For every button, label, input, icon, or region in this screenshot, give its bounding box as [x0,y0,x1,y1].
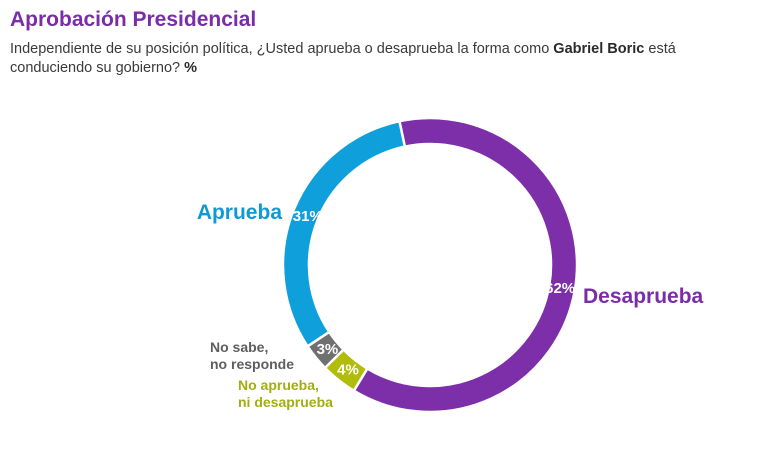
subtitle-unit: % [184,60,198,76]
chart-subtitle: Independiente de su posición política, ¿… [10,40,750,78]
slice-category-label: No sabe, no responde [210,339,294,372]
slice-value-label: 31% [293,208,323,225]
slice-category-label-line: ni desaprueba [238,394,333,410]
slice-aprueba [281,119,407,349]
slice-value-label: 62% [545,280,575,297]
slice-category-label: No aprueba, ni desaprueba [238,377,333,410]
slice-category-label: Aprueba [197,201,283,224]
slice-value-label: 3% [317,341,339,358]
slice-category-label-line: Aprueba [197,201,283,224]
slice-category-label-line: No sabe, [210,339,268,355]
slice-desaprueba [352,116,579,414]
slice-category-label-line: Desaprueba [583,285,704,308]
subtitle-text-end: está conduciendo su gobierno? [10,41,676,76]
subtitle-text: Independiente de su posición política, ¿… [10,41,554,57]
slice-category-label-line: No aprueba, [238,377,319,393]
subtitle-name: Gabriel Boric [553,41,645,57]
chart-title: Aprobación Presidencial [10,8,257,31]
slice-category-label: Desaprueba [583,285,704,308]
slice-category-label-line: no responde [210,356,294,372]
slice-value-label: 4% [337,361,359,378]
